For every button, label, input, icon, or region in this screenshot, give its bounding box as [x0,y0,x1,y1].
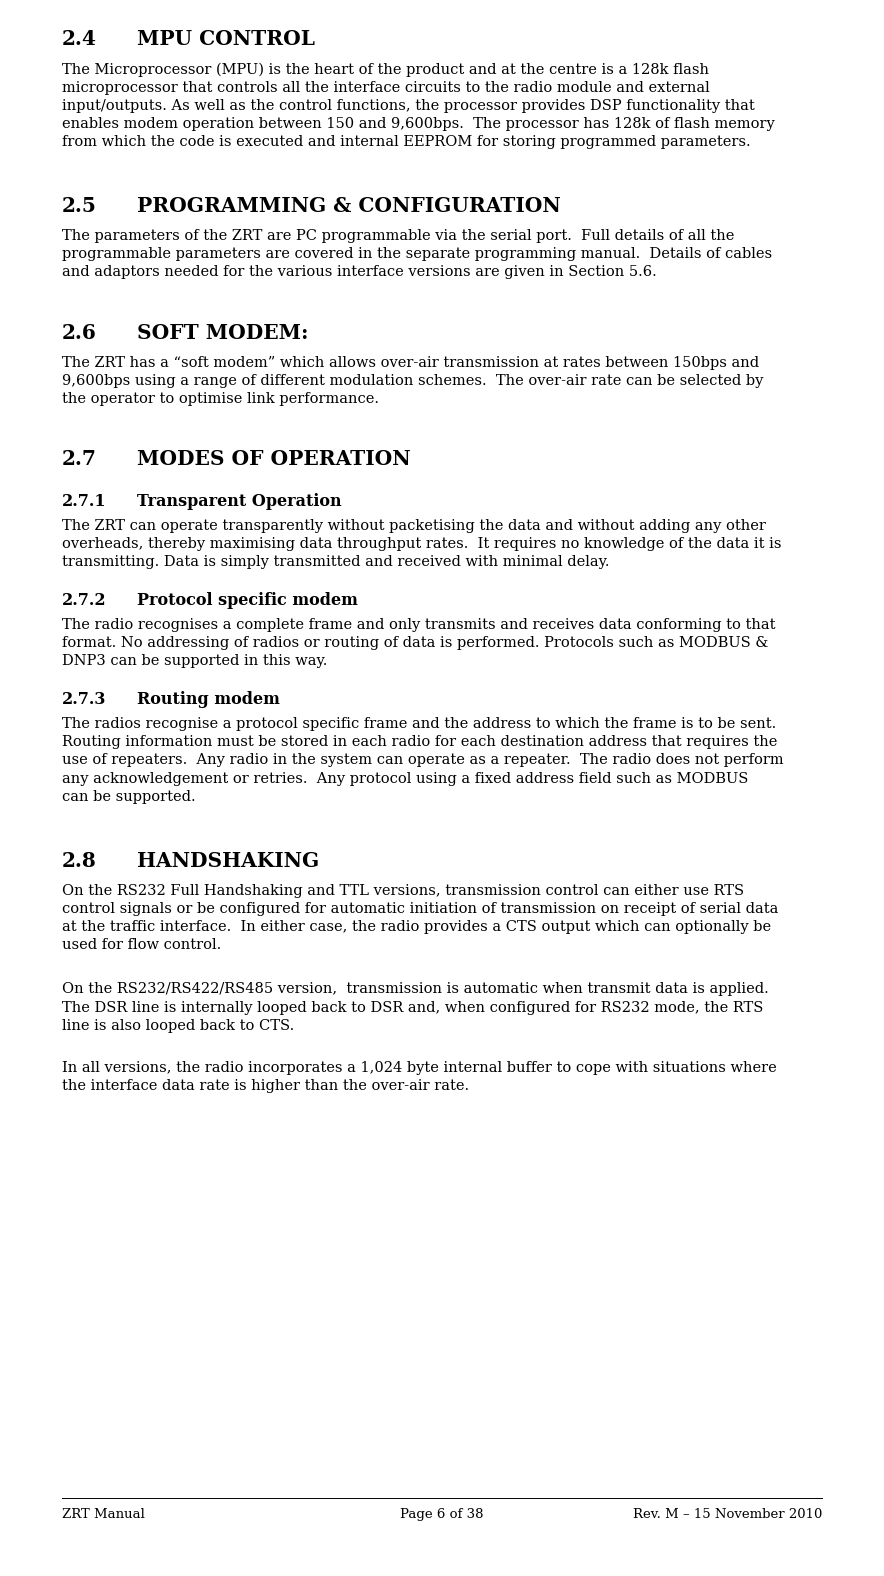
Text: 2.8: 2.8 [62,851,97,872]
Text: 2.7.2: 2.7.2 [62,593,107,610]
Text: MPU CONTROL: MPU CONTROL [137,30,315,49]
Text: ZRT Manual: ZRT Manual [62,1508,145,1521]
Text: MODES OF OPERATION: MODES OF OPERATION [137,449,411,470]
Text: Routing modem: Routing modem [137,692,280,709]
Text: 2.5: 2.5 [62,195,97,216]
Text: 2.6: 2.6 [62,323,97,342]
Text: On the RS232/RS422/RS485 version,  transmission is automatic when transmit data : On the RS232/RS422/RS485 version, transm… [62,982,769,1032]
Text: Rev. M – 15 November 2010: Rev. M – 15 November 2010 [633,1508,822,1521]
Text: In all versions, the radio incorporates a 1,024 byte internal buffer to cope wit: In all versions, the radio incorporates … [62,1061,777,1094]
Text: HANDSHAKING: HANDSHAKING [137,851,319,872]
Text: The radio recognises a complete frame and only transmits and receives data confo: The radio recognises a complete frame an… [62,618,775,668]
Text: 2.7.3: 2.7.3 [62,692,106,709]
Text: 2.7.1: 2.7.1 [62,493,107,511]
Text: 2.4: 2.4 [62,30,97,49]
Text: The ZRT can operate transparently without packetising the data and without addin: The ZRT can operate transparently withou… [62,519,781,569]
Text: The ZRT has a “soft modem” which allows over-air transmission at rates between 1: The ZRT has a “soft modem” which allows … [62,356,764,407]
Text: The radios recognise a protocol specific frame and the address to which the fram: The radios recognise a protocol specific… [62,717,783,804]
Text: The parameters of the ZRT are PC programmable via the serial port.  Full details: The parameters of the ZRT are PC program… [62,229,772,279]
Text: 2.7: 2.7 [62,449,97,470]
Text: Page 6 of 38: Page 6 of 38 [400,1508,484,1521]
Text: Transparent Operation: Transparent Operation [137,493,341,511]
Text: Protocol specific modem: Protocol specific modem [137,593,358,610]
Text: On the RS232 Full Handshaking and TTL versions, transmission control can either : On the RS232 Full Handshaking and TTL ve… [62,884,779,952]
Text: SOFT MODEM:: SOFT MODEM: [137,323,309,342]
Text: PROGRAMMING & CONFIGURATION: PROGRAMMING & CONFIGURATION [137,195,560,216]
Text: The Microprocessor (MPU) is the heart of the product and at the centre is a 128k: The Microprocessor (MPU) is the heart of… [62,61,774,150]
